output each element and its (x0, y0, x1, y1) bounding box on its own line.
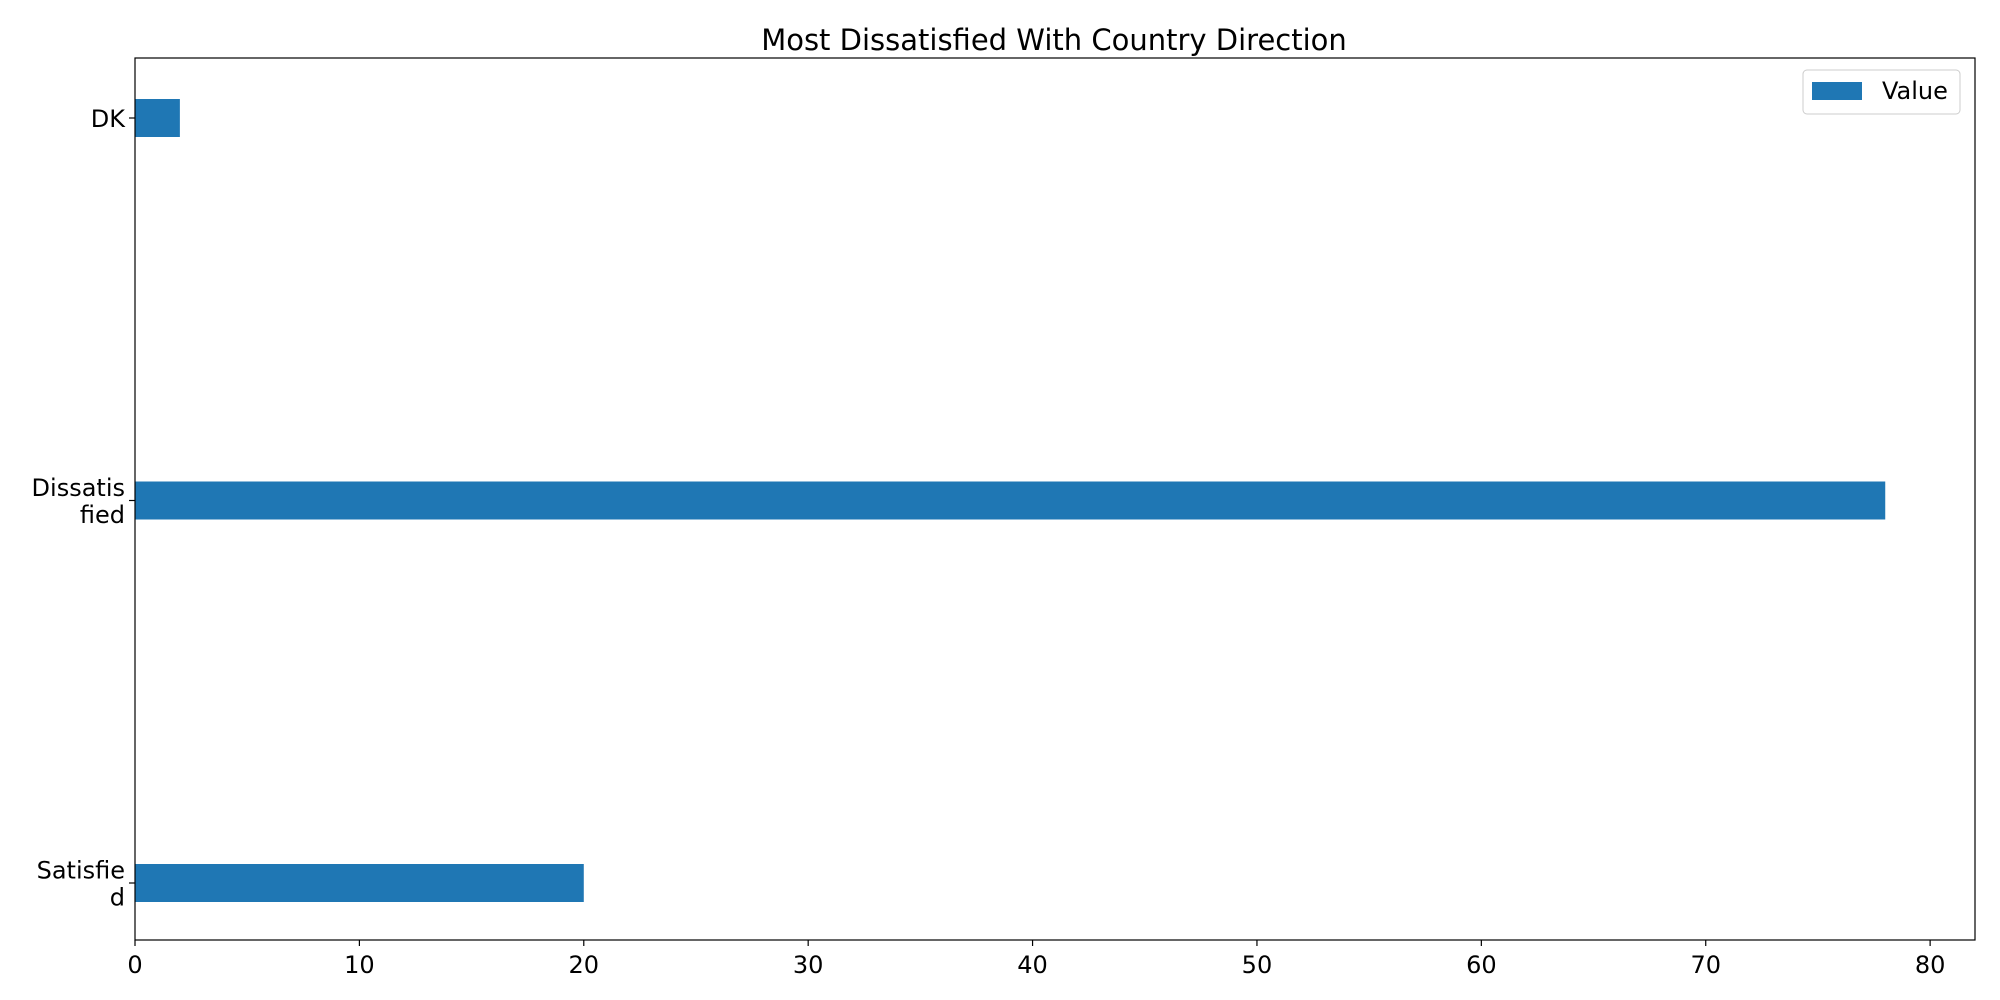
x-tick-label-80: 80 (1915, 951, 1946, 979)
legend-swatch (1812, 82, 1862, 100)
x-tick-label-0: 0 (127, 951, 142, 979)
ticks-layer: DK Dissatis fied Satisfie d 0 10 20 30 40 50 60 70 80 (32, 105, 1946, 979)
bars-layer (135, 99, 1886, 902)
bar-dissatisfied (135, 481, 1886, 520)
x-tick-label-40: 40 (1017, 951, 1048, 979)
chart-title: Most Dissatisfied With Country Direction (761, 23, 1347, 57)
plot-frame (134, 57, 1976, 941)
y-tick-label-dk: DK (91, 105, 126, 133)
x-tick-label-50: 50 (1242, 951, 1273, 979)
x-tick-label-70: 70 (1690, 951, 1721, 979)
legend-box (1802, 69, 1961, 115)
x-tick-label-10: 10 (344, 951, 375, 979)
x-tick-label-60: 60 (1466, 951, 1497, 979)
x-tick-label-20: 20 (569, 951, 600, 979)
legend: Value (1802, 69, 1961, 115)
bar-dk (135, 99, 180, 137)
y-tick-label-dissatisfied: Dissatis fied (32, 474, 125, 529)
y-tick-label-satisfied: Satisfie d (37, 857, 125, 912)
bar-satisfied (135, 864, 584, 902)
x-tick-label-30: 30 (793, 951, 824, 979)
legend-label: Value (1882, 77, 1948, 105)
